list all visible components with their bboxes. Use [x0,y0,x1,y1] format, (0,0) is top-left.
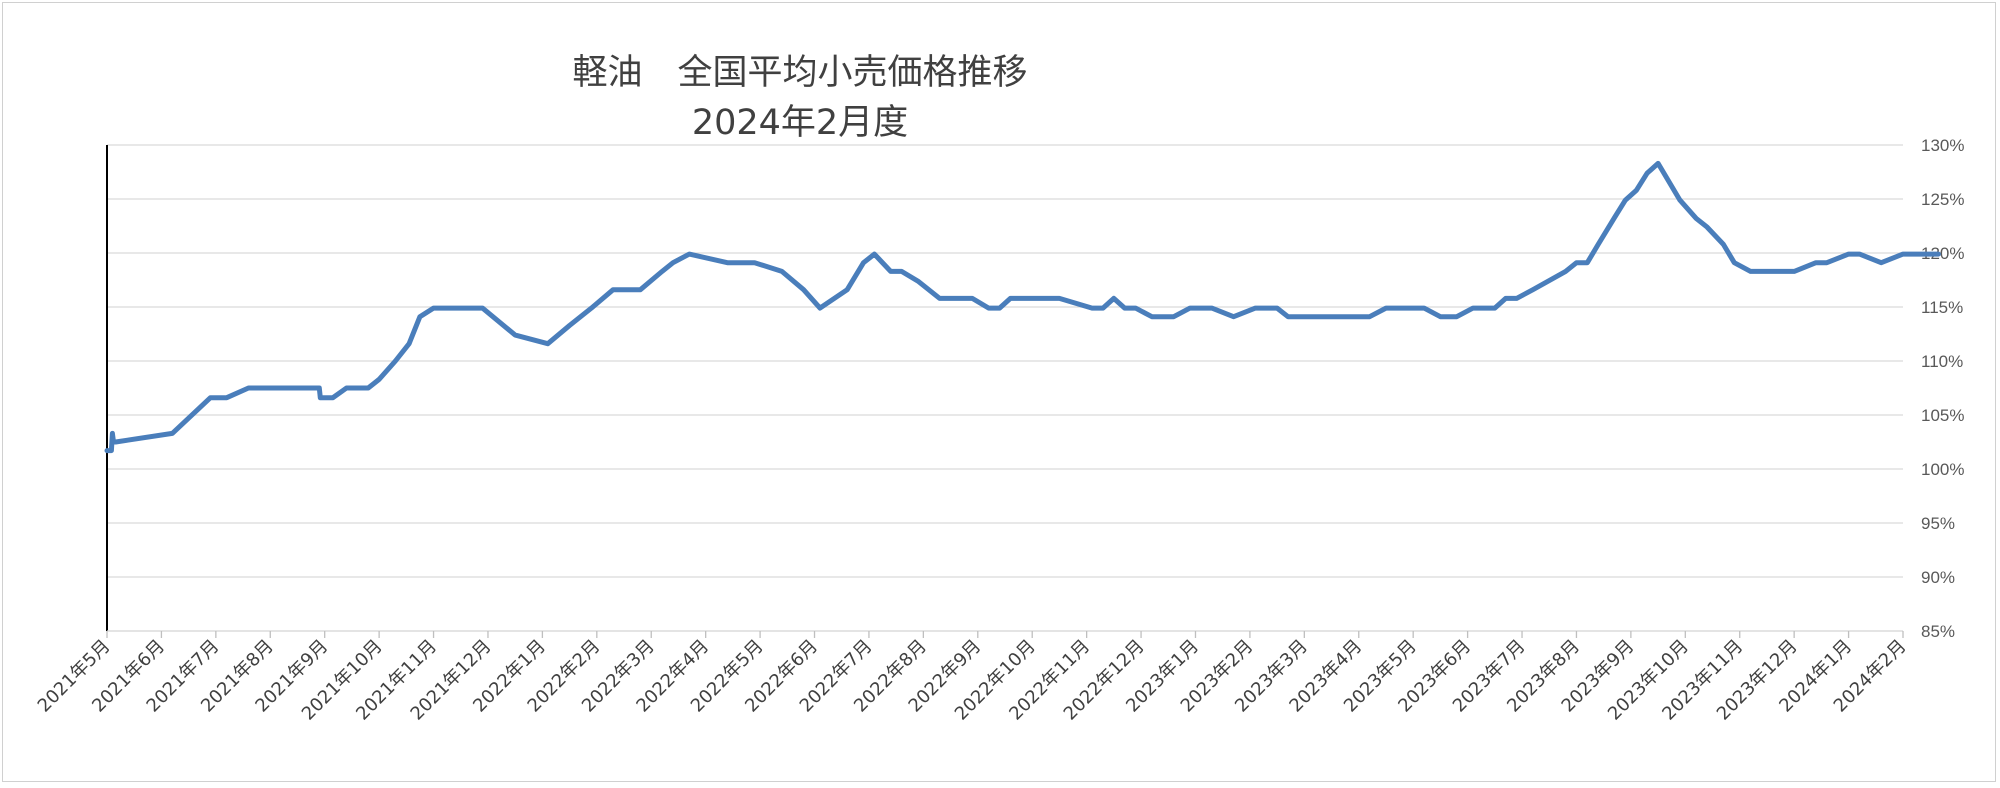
y-tick-label: 105% [1921,406,1964,425]
y-tick-label: 125% [1921,190,1964,209]
chart-title: 軽油 全国平均小売価格推移 [572,53,1028,93]
y-tick-label: 130% [1921,136,1964,155]
y-tick-labels: 85% 90% 95% 100% 105% 110% 115% 120% 125% 130% [1921,136,1964,641]
y-tick-label: 120% [1921,244,1964,263]
y-tick-label: 85% [1921,622,1955,641]
series-line-0 [104,160,1941,454]
y-tick-label: 110% [1921,352,1963,371]
y-tick-label: 100% [1921,460,1964,479]
gridlines [107,144,1903,632]
chart-subtitle: 2024年2月度 [691,103,909,143]
x-tick-labels: 2021年5月2021年6月2021年7月2021年8月2021年9月2021年… [34,636,1911,725]
axes [106,145,1904,638]
y-tick-label: 90% [1921,568,1955,587]
y-tick-label: 95% [1921,514,1955,533]
series-lines [104,160,1941,454]
y-tick-label: 115% [1921,298,1963,317]
